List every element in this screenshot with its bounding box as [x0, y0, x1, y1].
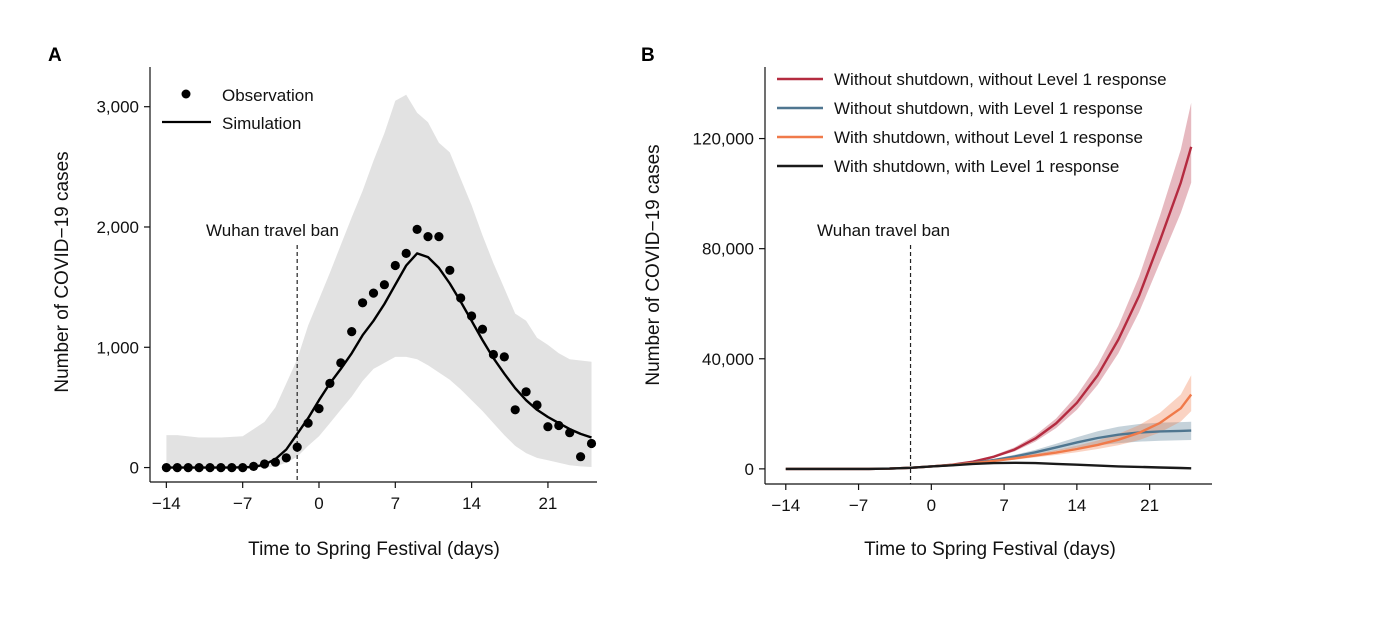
panel-a-observation-point — [172, 463, 182, 473]
panel-a-confidence-band — [166, 94, 592, 468]
panel-a-x-tick-label: 7 — [391, 494, 400, 513]
panel-a-x-tick-label: 14 — [462, 494, 481, 513]
panel-a-observation-point — [194, 463, 204, 473]
panel-a-observation-point — [379, 280, 389, 290]
panel-b-x-tick-label: −7 — [849, 496, 868, 515]
panel-a-observation-point — [434, 232, 444, 242]
panel-b: B −14 −7 0 7 14 21 0 40,000 80,000 120,000 Wuhan… — [641, 45, 1212, 560]
panel-b-x-tick-label: 14 — [1067, 496, 1086, 515]
panel-b-band-1 — [785, 421, 1192, 469]
panel-a-observation-point — [227, 463, 237, 473]
panel-a-observation-point — [390, 260, 400, 271]
panel-a-observation-point — [238, 463, 248, 473]
panel-a-legend: Observation Simulation — [162, 86, 314, 133]
panel-b-band-0 — [785, 102, 1192, 469]
panel-a-observation-point — [488, 349, 498, 360]
panel-b-legend-label-3: With shutdown, without Level 1 response — [834, 128, 1143, 147]
panel-b-x-tick-label: 0 — [927, 496, 936, 515]
panel-b-x-axis-title: Time to Spring Festival (days) — [864, 539, 1116, 560]
panel-a-x-ticks: −14 −7 0 7 14 21 — [152, 482, 557, 513]
panel-a-observation-point — [554, 420, 564, 431]
panel-a-observation-point — [532, 400, 542, 410]
panel-b-legend-label-1: Without shutdown, without Level 1 respon… — [834, 70, 1167, 89]
panel-b-legend-label-2: Without shutdown, with Level 1 response — [834, 99, 1143, 118]
panel-a-observation-point — [205, 463, 215, 473]
panel-a-x-tick-label: −14 — [152, 494, 181, 513]
panel-a-legend-simulation-label: Simulation — [222, 114, 301, 133]
panel-a-observation-point — [368, 288, 379, 298]
panel-a-y-axis-title: Number of COVID−19 cases — [52, 151, 73, 392]
panel-b-y-tick-label: 80,000 — [702, 240, 754, 259]
panel-b-band-2 — [785, 375, 1192, 469]
panel-a-observation-point — [314, 404, 324, 414]
panel-b-y-axis-title: Number of COVID−19 cases — [643, 144, 664, 385]
panel-a-observation-point — [477, 324, 488, 334]
panel-b-y-tick-label: 0 — [745, 460, 754, 479]
panel-a-y-tick-label: 2,000 — [96, 218, 139, 237]
panel-a-observation-point — [249, 461, 259, 471]
panel-a-observation-point — [358, 298, 368, 308]
panel-a-y-tick-label: 1,000 — [96, 338, 139, 357]
panel-a-x-tick-label: 21 — [538, 494, 557, 513]
panel-a-legend-observation-label: Observation — [222, 86, 314, 105]
panel-b-x-tick-label: 21 — [1140, 496, 1159, 515]
panel-a-observation-point — [521, 387, 531, 397]
panel-a-observation-point — [336, 358, 346, 368]
panel-b-x-tick-label: 7 — [999, 496, 1008, 515]
panel-b-series-line-3 — [785, 461, 1192, 471]
panel-a-label: A — [48, 45, 62, 66]
panel-b-y-tick-label: 40,000 — [702, 350, 754, 369]
panel-a-y-ticks: 0 1,000 2,000 3,000 — [96, 98, 150, 478]
panel-b-y-tick-label: 120,000 — [693, 130, 754, 149]
panel-a-x-axis-title: Time to Spring Festival (days) — [248, 539, 500, 560]
panel-a-band-2 — [166, 94, 592, 468]
panel-a-observation-point — [543, 422, 553, 432]
panel-a-observation-point — [586, 438, 597, 449]
panel-b-scenario-lines — [785, 146, 1193, 471]
panel-b-legend: Without shutdown, without Level 1 respon… — [777, 70, 1167, 176]
panel-a-x-tick-label: 0 — [314, 494, 323, 513]
panel-a-observation-point — [270, 457, 280, 467]
panel-b-label: B — [641, 45, 655, 66]
panel-a-observation-point — [325, 378, 335, 388]
panel-a-observation-point — [401, 248, 411, 258]
panel-a-y-tick-label: 3,000 — [96, 98, 139, 117]
panel-a-observation-point — [576, 452, 586, 462]
panel-a-x-tick-label: −7 — [233, 494, 252, 513]
panel-b-x-tick-label: −14 — [771, 496, 800, 515]
panel-a-observation-points — [161, 224, 597, 473]
panel-a-observation-point — [456, 293, 466, 303]
panel-a-observation-point — [510, 405, 520, 415]
panel-b-y-ticks: 0 40,000 80,000 120,000 — [693, 130, 765, 479]
panel-a-observation-point — [423, 232, 433, 242]
panel-a-observation-point — [499, 352, 509, 362]
panel-a: A −14 −7 0 7 14 21 0 1,000 2,000 3,000 Wuhan tra… — [48, 45, 597, 560]
panel-a-observation-point — [259, 459, 270, 469]
panel-a-observation-point — [412, 224, 422, 234]
panel-b-travel-ban-label: Wuhan travel ban — [817, 221, 950, 240]
panel-a-travel-ban-label: Wuhan travel ban — [206, 221, 339, 240]
panel-a-observation-point — [292, 442, 302, 452]
panel-a-observation-point — [281, 453, 291, 463]
panel-a-y-tick-label: 0 — [130, 459, 139, 478]
panel-a-observation-point — [161, 463, 171, 473]
panel-a-observation-point — [303, 418, 313, 428]
panel-a-observation-point — [347, 327, 357, 337]
panel-a-observation-point — [445, 265, 455, 275]
panel-a-observation-point — [216, 463, 226, 473]
panel-a-observation-point — [183, 463, 193, 473]
panel-a-observation-point — [565, 428, 575, 438]
panel-a-legend-observation-marker — [181, 89, 191, 99]
panel-b-legend-label-4: With shutdown, with Level 1 response — [834, 157, 1119, 176]
panel-a-observation-point — [467, 311, 477, 321]
panel-b-x-ticks: −14 −7 0 7 14 21 — [771, 484, 1159, 515]
